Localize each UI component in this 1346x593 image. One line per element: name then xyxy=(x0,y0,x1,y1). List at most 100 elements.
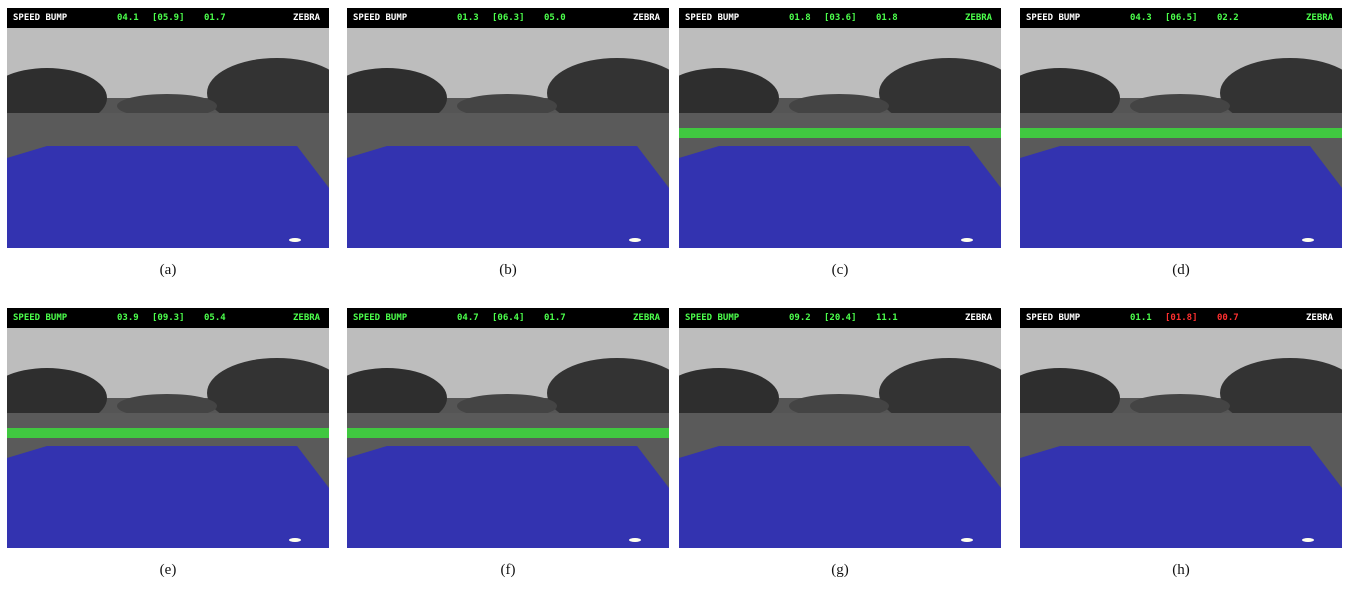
scene-shape xyxy=(1020,68,1120,128)
camera-image xyxy=(1020,28,1342,248)
panel: SPEED BUMP 03.9 [09.3] 05.4 ZEBRA xyxy=(7,308,329,548)
panel: SPEED BUMP 04.7 [06.4] 01.7 ZEBRA xyxy=(347,308,669,548)
hud-bar: SPEED BUMP 01.3 [06.3] 05.0 ZEBRA xyxy=(347,8,669,28)
caption: (h) xyxy=(1172,562,1190,578)
hud-text: ZEBRA xyxy=(965,13,993,23)
hud-text: 05.0 xyxy=(544,13,566,23)
scene-shape xyxy=(1020,146,1342,248)
scene-shape xyxy=(7,68,107,128)
hud-text: SPEED BUMP xyxy=(353,13,408,23)
caption: (a) xyxy=(159,262,177,278)
scene-shape xyxy=(679,146,1001,248)
hud-bar: SPEED BUMP 01.1 [01.8] 00.7 ZEBRA xyxy=(1020,308,1342,328)
scene-shape xyxy=(207,358,329,428)
scene-shape xyxy=(7,446,329,548)
panel: SPEED BUMP 01.8 [03.6] 01.8 ZEBRA xyxy=(679,8,1001,248)
panel: SPEED BUMP 04.3 [06.5] 02.2 ZEBRA xyxy=(1020,8,1342,248)
scene-shape xyxy=(347,446,669,548)
caption: (e) xyxy=(159,562,177,578)
hud-text: 01.1 xyxy=(1130,313,1152,323)
caption: (d) xyxy=(1172,262,1190,278)
scene-shape xyxy=(1302,238,1314,242)
hud-text: 03.9 xyxy=(117,313,139,323)
hud-text: ZEBRA xyxy=(633,13,661,23)
hud-text: SPEED BUMP xyxy=(1026,13,1081,23)
hud-text: SPEED BUMP xyxy=(13,313,68,323)
camera-image xyxy=(347,28,669,248)
scene-shape xyxy=(1020,128,1342,138)
scene-shape xyxy=(7,146,329,248)
hud-bar: SPEED BUMP 03.9 [09.3] 05.4 ZEBRA xyxy=(7,308,329,328)
hud-text: SPEED BUMP xyxy=(353,313,408,323)
camera-image xyxy=(7,328,329,548)
panel: SPEED BUMP 01.1 [01.8] 00.7 ZEBRA xyxy=(1020,308,1342,548)
scene-shape xyxy=(7,428,329,438)
scene-shape xyxy=(1130,94,1230,118)
hud-text: [06.3] xyxy=(492,13,525,23)
camera-image xyxy=(1020,328,1342,548)
scene-shape xyxy=(1020,446,1342,548)
hud-text: 09.2 xyxy=(789,313,811,323)
hud-text: ZEBRA xyxy=(1306,13,1334,23)
hud-text: SPEED BUMP xyxy=(685,313,740,323)
hud-text: 01.3 xyxy=(457,13,479,23)
scene-shape xyxy=(347,68,447,128)
hud-text: 01.8 xyxy=(789,13,811,23)
hud-text: [05.9] xyxy=(152,13,185,23)
scene-shape xyxy=(547,58,669,128)
hud-bar: SPEED BUMP 04.3 [06.5] 02.2 ZEBRA xyxy=(1020,8,1342,28)
caption: (b) xyxy=(499,262,517,278)
hud-text: ZEBRA xyxy=(633,313,661,323)
hud-text: SPEED BUMP xyxy=(13,13,68,23)
scene-shape xyxy=(679,368,779,428)
hud-bar: SPEED BUMP 04.7 [06.4] 01.7 ZEBRA xyxy=(347,308,669,328)
hud-text: [01.8] xyxy=(1165,313,1198,323)
hud-text: SPEED BUMP xyxy=(685,13,740,23)
hud-text: [03.6] xyxy=(824,13,857,23)
scene-shape xyxy=(457,94,557,118)
caption: (g) xyxy=(831,562,849,578)
scene-shape xyxy=(1130,394,1230,418)
scene-shape xyxy=(547,358,669,428)
hud-text: 01.7 xyxy=(204,13,226,23)
camera-image xyxy=(679,328,1001,548)
camera-image xyxy=(679,28,1001,248)
scene-shape xyxy=(679,128,1001,138)
scene-shape xyxy=(1020,368,1120,428)
hud-text: [09.3] xyxy=(152,313,185,323)
hud-text: 05.4 xyxy=(204,313,226,323)
hud-text: SPEED BUMP xyxy=(1026,313,1081,323)
scene-shape xyxy=(789,94,889,118)
scene-shape xyxy=(347,146,669,248)
panel: SPEED BUMP 04.1 [05.9] 01.7 ZEBRA xyxy=(7,8,329,248)
hud-text: ZEBRA xyxy=(293,313,321,323)
scene-shape xyxy=(629,238,641,242)
hud-text: 01.7 xyxy=(544,313,566,323)
hud-text: [20.4] xyxy=(824,313,857,323)
scene-shape xyxy=(289,538,301,542)
scene-shape xyxy=(961,538,973,542)
hud-text: ZEBRA xyxy=(965,313,993,323)
hud-text: 02.2 xyxy=(1217,13,1239,23)
hud-bar: SPEED BUMP 04.1 [05.9] 01.7 ZEBRA xyxy=(7,8,329,28)
hud-text: ZEBRA xyxy=(293,13,321,23)
panel: SPEED BUMP 01.3 [06.3] 05.0 ZEBRA xyxy=(347,8,669,248)
hud-text: [06.4] xyxy=(492,313,525,323)
hud-text: 00.7 xyxy=(1217,313,1239,323)
scene-shape xyxy=(879,58,1001,128)
hud-text: 04.7 xyxy=(457,313,479,323)
scene-shape xyxy=(347,428,669,438)
panel: SPEED BUMP 09.2 [20.4] 11.1 ZEBRA xyxy=(679,308,1001,548)
scene-shape xyxy=(1220,58,1342,128)
scene-shape xyxy=(7,368,107,428)
scene-shape xyxy=(679,446,1001,548)
scene-shape xyxy=(1302,538,1314,542)
hud-text: 11.1 xyxy=(876,313,898,323)
scene-shape xyxy=(679,68,779,128)
scene-shape xyxy=(457,394,557,418)
caption: (c) xyxy=(831,262,849,278)
camera-image xyxy=(347,328,669,548)
hud-text: ZEBRA xyxy=(1306,313,1334,323)
scene-shape xyxy=(117,94,217,118)
